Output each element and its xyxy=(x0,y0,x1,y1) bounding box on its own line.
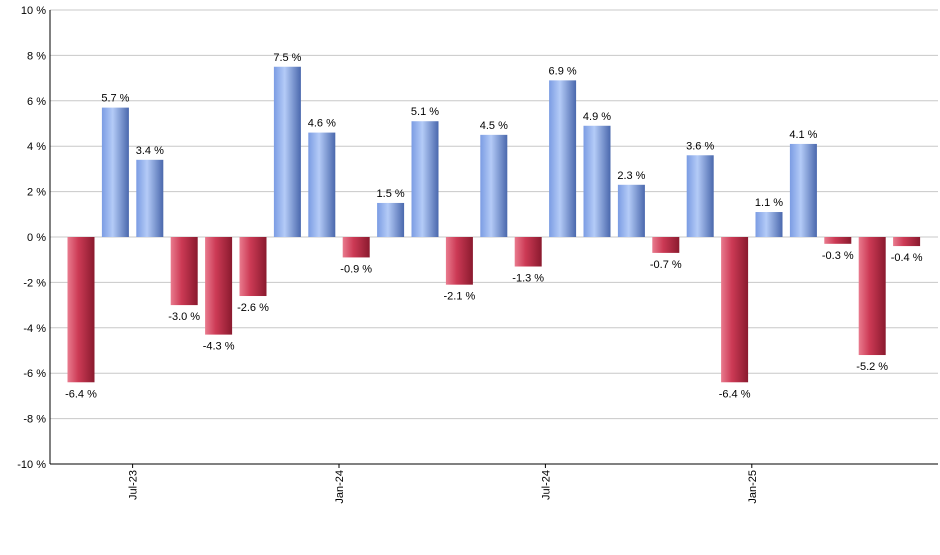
bar xyxy=(480,134,508,237)
bar xyxy=(514,237,542,267)
y-tick-label: -2 % xyxy=(23,277,46,289)
data-label: 3.4 % xyxy=(136,145,164,157)
data-label: 2.3 % xyxy=(617,170,645,182)
bar xyxy=(789,143,817,237)
bars xyxy=(67,66,921,383)
y-tick-label: 2 % xyxy=(27,187,46,199)
data-label: 4.1 % xyxy=(789,129,817,141)
bar xyxy=(583,125,611,237)
y-tick-label: 4 % xyxy=(27,141,46,153)
bar xyxy=(101,107,129,237)
bar xyxy=(67,237,95,383)
data-label: 1.1 % xyxy=(755,197,783,209)
bar xyxy=(549,80,577,238)
data-label: 6.9 % xyxy=(549,65,577,77)
bar xyxy=(170,237,198,306)
data-label: -5.2 % xyxy=(856,361,888,373)
bar xyxy=(824,237,852,244)
bar xyxy=(377,202,405,237)
y-tick-label: 8 % xyxy=(27,50,46,62)
data-label: 5.1 % xyxy=(411,106,439,118)
data-label: -6.4 % xyxy=(719,388,751,400)
bar xyxy=(893,237,921,247)
bar xyxy=(308,132,336,237)
y-tick-label: 6 % xyxy=(27,96,46,108)
y-tick-label: -10 % xyxy=(17,459,46,471)
data-label: 3.6 % xyxy=(686,140,714,152)
data-label: -2.1 % xyxy=(444,291,476,303)
x-tick-label: Jul-23 xyxy=(128,470,140,500)
bar xyxy=(136,159,164,237)
data-label: -6.4 % xyxy=(65,388,97,400)
bar xyxy=(205,237,233,335)
bar xyxy=(686,155,714,237)
x-tick-label: Jul-24 xyxy=(540,470,552,500)
y-axis-tick-labels: 10 % 8 % 6 % 4 % 2 % 0 % -2 % -4 % -6 % -8 % -10 % xyxy=(17,5,46,471)
data-label: 1.5 % xyxy=(377,188,405,200)
x-tick-label: Jan-25 xyxy=(747,470,759,504)
data-label: -3.0 % xyxy=(168,311,200,323)
data-labels: -6.4 % 5.7 % 3.4 % -3.0 % -4.3 % -2.6 % 7.5 % 4… xyxy=(65,52,923,401)
bar xyxy=(411,121,439,237)
data-label: 4.6 % xyxy=(308,118,336,130)
y-tick-label: 10 % xyxy=(21,5,46,17)
data-label: 7.5 % xyxy=(273,52,301,64)
bar xyxy=(755,212,783,237)
bar xyxy=(445,237,473,285)
y-tick-label: -8 % xyxy=(23,414,46,426)
y-tick-label: 0 % xyxy=(27,232,46,244)
data-label: -0.3 % xyxy=(822,250,854,262)
data-label: 4.9 % xyxy=(583,111,611,123)
bar xyxy=(617,184,645,237)
x-tick-label: Jan-24 xyxy=(334,470,346,504)
data-label: -0.4 % xyxy=(891,252,923,264)
bar xyxy=(273,66,301,237)
bar xyxy=(342,237,370,258)
data-label: 4.5 % xyxy=(480,120,508,132)
x-axis-tick-labels: Jul-23 Jan-24 Jul-24 Jan-25 xyxy=(128,470,759,504)
data-label: -0.7 % xyxy=(650,259,682,271)
data-label: -2.6 % xyxy=(237,302,269,314)
data-label: 5.7 % xyxy=(101,93,129,105)
axes xyxy=(49,10,938,468)
bar xyxy=(858,237,886,356)
data-label: -4.3 % xyxy=(203,341,235,353)
bar xyxy=(239,237,267,297)
data-label: -1.3 % xyxy=(512,273,544,285)
bar xyxy=(652,237,680,253)
bar xyxy=(721,237,749,383)
y-tick-label: -6 % xyxy=(23,368,46,380)
data-label: -0.9 % xyxy=(340,263,372,275)
y-tick-label: -4 % xyxy=(23,323,46,335)
